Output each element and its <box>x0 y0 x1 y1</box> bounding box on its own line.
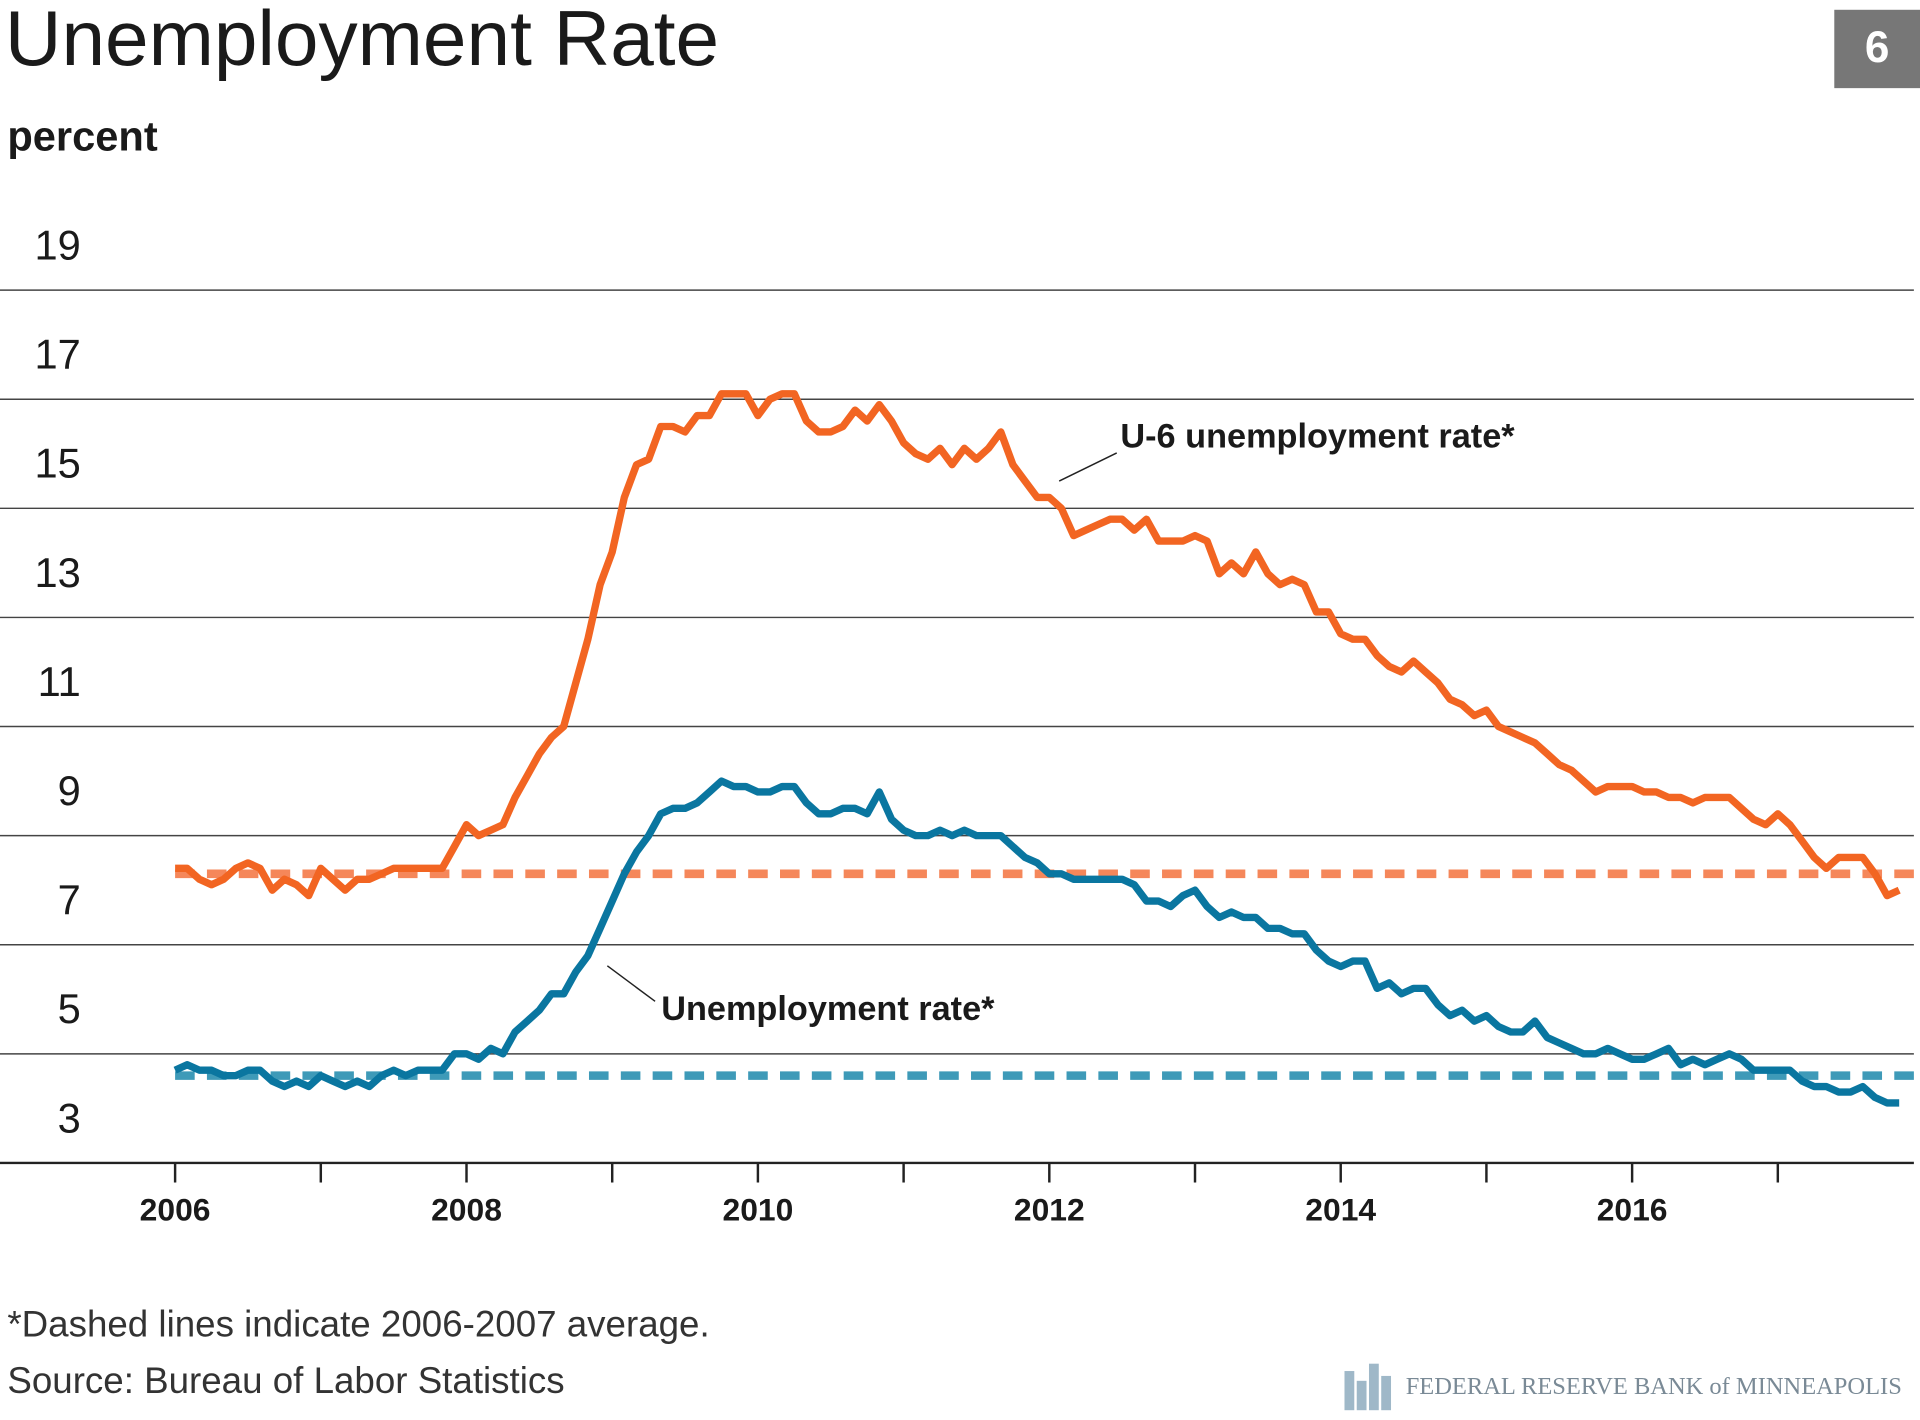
y-tick-label: 7 <box>58 876 81 923</box>
leader-line <box>606 965 656 1002</box>
x-tick-label: 2014 <box>1305 1191 1376 1227</box>
y-tick-label: 5 <box>58 985 81 1032</box>
credit: FEDERAL RESERVE BANK of MINNEAPOLIS <box>1406 1373 1902 1400</box>
x-tick-label: 2008 <box>431 1191 502 1227</box>
y-tick-label: 13 <box>35 549 81 596</box>
chart-title: Unemployment Rate <box>5 0 719 82</box>
x-tick-label: 2010 <box>722 1191 793 1227</box>
logo-icon <box>1344 1363 1392 1411</box>
footnote: *Dashed lines indicate 2006-2007 average… <box>7 1304 709 1345</box>
x-tick-label: 2012 <box>1014 1191 1085 1227</box>
series-label: Unemployment rate* <box>661 990 995 1028</box>
x-tick-label: 2006 <box>140 1191 211 1227</box>
y-tick-label: 9 <box>58 767 81 814</box>
x-tick-label: 2016 <box>1597 1191 1668 1227</box>
y-tick-label: 15 <box>35 440 81 487</box>
y-tick-label: 19 <box>35 222 81 269</box>
y-axis-label: percent <box>7 113 157 160</box>
source: Source: Bureau of Labor Statistics <box>7 1360 564 1401</box>
leader-line <box>1058 452 1118 482</box>
series-label: U-6 unemployment rate* <box>1120 417 1515 455</box>
series-line <box>175 390 1901 900</box>
badge: 6 <box>1865 23 1890 72</box>
badge-box <box>1834 9 1920 89</box>
series-line <box>173 777 1900 1107</box>
y-tick-label: 3 <box>58 1094 81 1141</box>
y-tick-label: 11 <box>38 658 81 705</box>
y-tick-label: 17 <box>35 331 81 378</box>
